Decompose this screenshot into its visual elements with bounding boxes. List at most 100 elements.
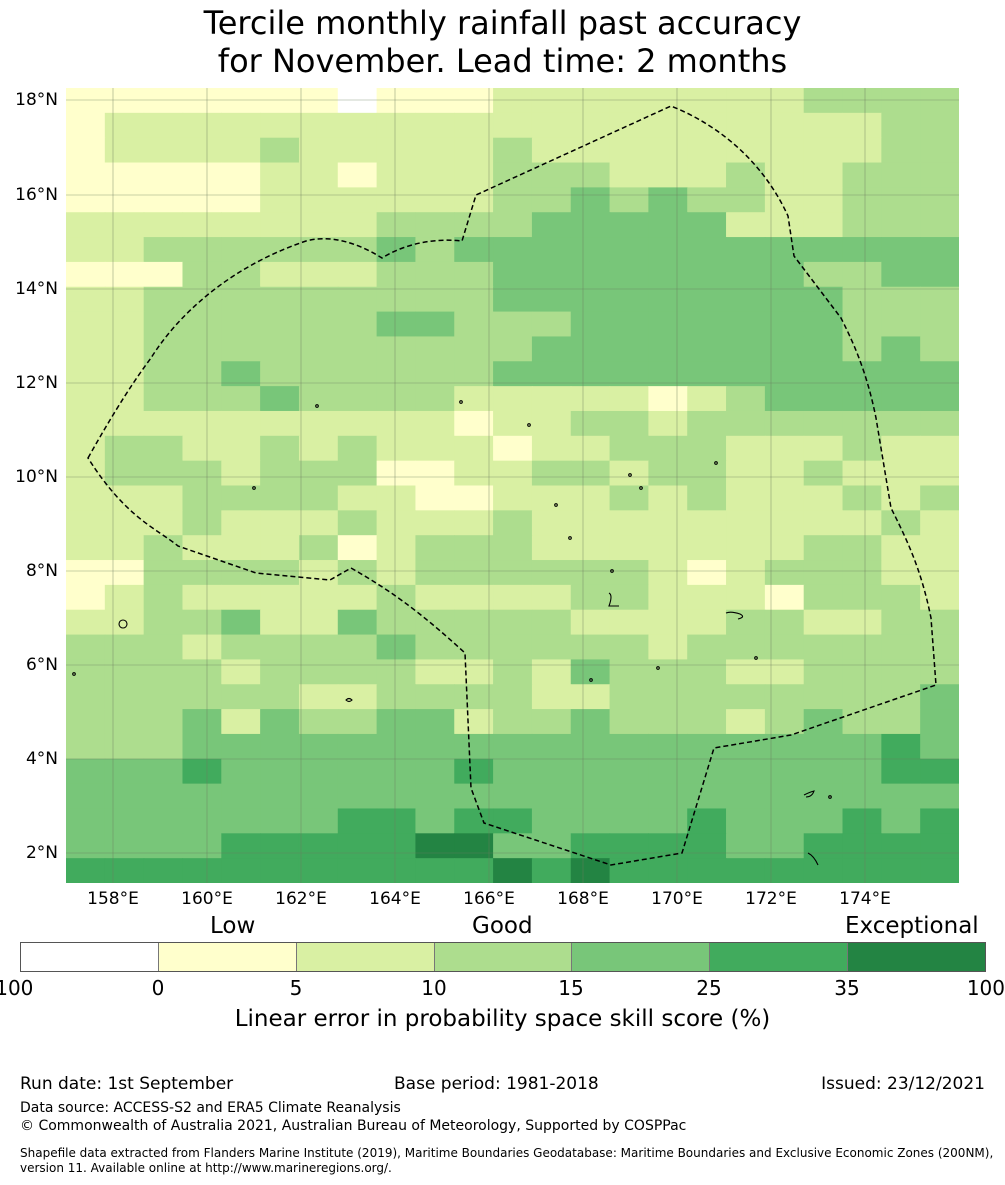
grid-cell <box>376 485 417 511</box>
grid-cell <box>260 336 300 362</box>
grid-cell <box>143 460 184 487</box>
grid-cell <box>920 709 959 735</box>
lon-label: 174°E <box>839 889 891 909</box>
grid-cell <box>221 733 261 760</box>
colorbar-bin <box>296 943 435 971</box>
lat-label: 14°N <box>15 279 58 299</box>
island-outlines <box>72 400 832 866</box>
grid-cell <box>454 709 494 735</box>
grid-cell <box>454 485 494 511</box>
grid-cell <box>842 88 882 114</box>
grid-cell <box>803 162 844 188</box>
grid-cell <box>842 733 882 760</box>
grid-cell <box>881 783 921 810</box>
grid-cell <box>920 162 959 188</box>
grid-cell <box>376 435 417 462</box>
island <box>803 790 815 798</box>
grid-cell <box>143 510 184 536</box>
grid-cell <box>337 510 378 536</box>
grid-cell <box>842 833 882 859</box>
grid-cell <box>920 361 959 387</box>
grid-cell <box>609 709 649 735</box>
lat-label: 4°N <box>25 749 58 769</box>
colorbar-bin <box>158 943 297 971</box>
grid-cell <box>298 212 339 238</box>
grid-cell <box>920 212 959 238</box>
grid-cell <box>376 584 417 611</box>
grid-cell <box>415 162 455 188</box>
data-source: Data source: ACCESS-S2 and ERA5 Climate … <box>20 1100 401 1116</box>
grid-cell <box>726 261 766 288</box>
grid-cell <box>570 336 611 362</box>
colorbar-tick: 100 <box>966 976 1005 1000</box>
grid-cell <box>221 833 261 859</box>
grid-cell <box>570 137 611 164</box>
grid-cell <box>66 162 106 188</box>
grid-cell <box>66 709 106 735</box>
grid-cell <box>570 758 611 785</box>
grid-cell <box>764 485 805 511</box>
grid-cell <box>570 88 611 114</box>
grid-cell <box>570 560 611 586</box>
grid-cell <box>337 187 378 213</box>
grid-cell <box>415 460 455 487</box>
grid-cell <box>764 336 805 362</box>
grid-cell <box>415 410 455 437</box>
grid-cell <box>764 684 805 710</box>
grid-cell <box>881 584 921 611</box>
grid-cell <box>66 336 106 362</box>
grid-cell <box>648 733 688 760</box>
grid-cell <box>104 88 145 114</box>
grid-cell <box>376 212 417 238</box>
grid-cell <box>260 783 300 810</box>
grid-cell <box>570 510 611 536</box>
grid-cell <box>687 510 727 536</box>
grid-cell <box>881 560 921 586</box>
lon-label: 168°E <box>557 889 609 909</box>
grid-cell <box>260 584 300 611</box>
grid-cell <box>570 833 611 859</box>
grid-cell <box>493 709 533 735</box>
grid-cell <box>570 584 611 611</box>
grid-cell <box>182 187 222 213</box>
grid-cell <box>881 311 921 338</box>
grid-cell <box>648 410 688 437</box>
grid-cell <box>104 311 145 338</box>
grid-cell <box>66 187 106 213</box>
grid-cell <box>221 187 261 213</box>
grid-cell <box>376 311 417 338</box>
grid-cell <box>920 510 959 536</box>
grid-cell <box>609 758 649 785</box>
grid-cell <box>920 485 959 511</box>
colorbar-category-good: Good <box>472 913 533 939</box>
grid-cell <box>454 361 494 387</box>
grid-cell <box>221 510 261 536</box>
grid-cell <box>920 808 959 834</box>
grid-cell <box>803 361 844 387</box>
grid-cell <box>609 112 649 139</box>
grid-cell <box>803 460 844 487</box>
colorbar-title: Linear error in probability space skill … <box>234 1006 771 1032</box>
grid-cell <box>260 659 300 685</box>
grid-cell <box>531 560 572 586</box>
grid-cell <box>337 386 378 412</box>
grid-cell <box>493 435 533 462</box>
grid-cell <box>609 137 649 164</box>
grid-cell <box>260 261 300 288</box>
grid-cell <box>298 833 339 859</box>
grid-cell <box>415 88 455 114</box>
grid-cell <box>104 560 145 586</box>
grid-cell <box>803 858 844 883</box>
grid-cell <box>687 833 727 859</box>
lon-label: 172°E <box>745 889 797 909</box>
grid-cell <box>143 634 184 660</box>
grid-cell <box>881 137 921 164</box>
grid-cell <box>881 858 921 883</box>
grid-cell <box>920 435 959 462</box>
grid-cell <box>454 833 494 859</box>
grid-cell <box>415 510 455 536</box>
grid-cell <box>260 286 300 313</box>
grid-cell <box>764 858 805 883</box>
grid-cell <box>260 709 300 735</box>
grid-cell <box>803 112 844 139</box>
